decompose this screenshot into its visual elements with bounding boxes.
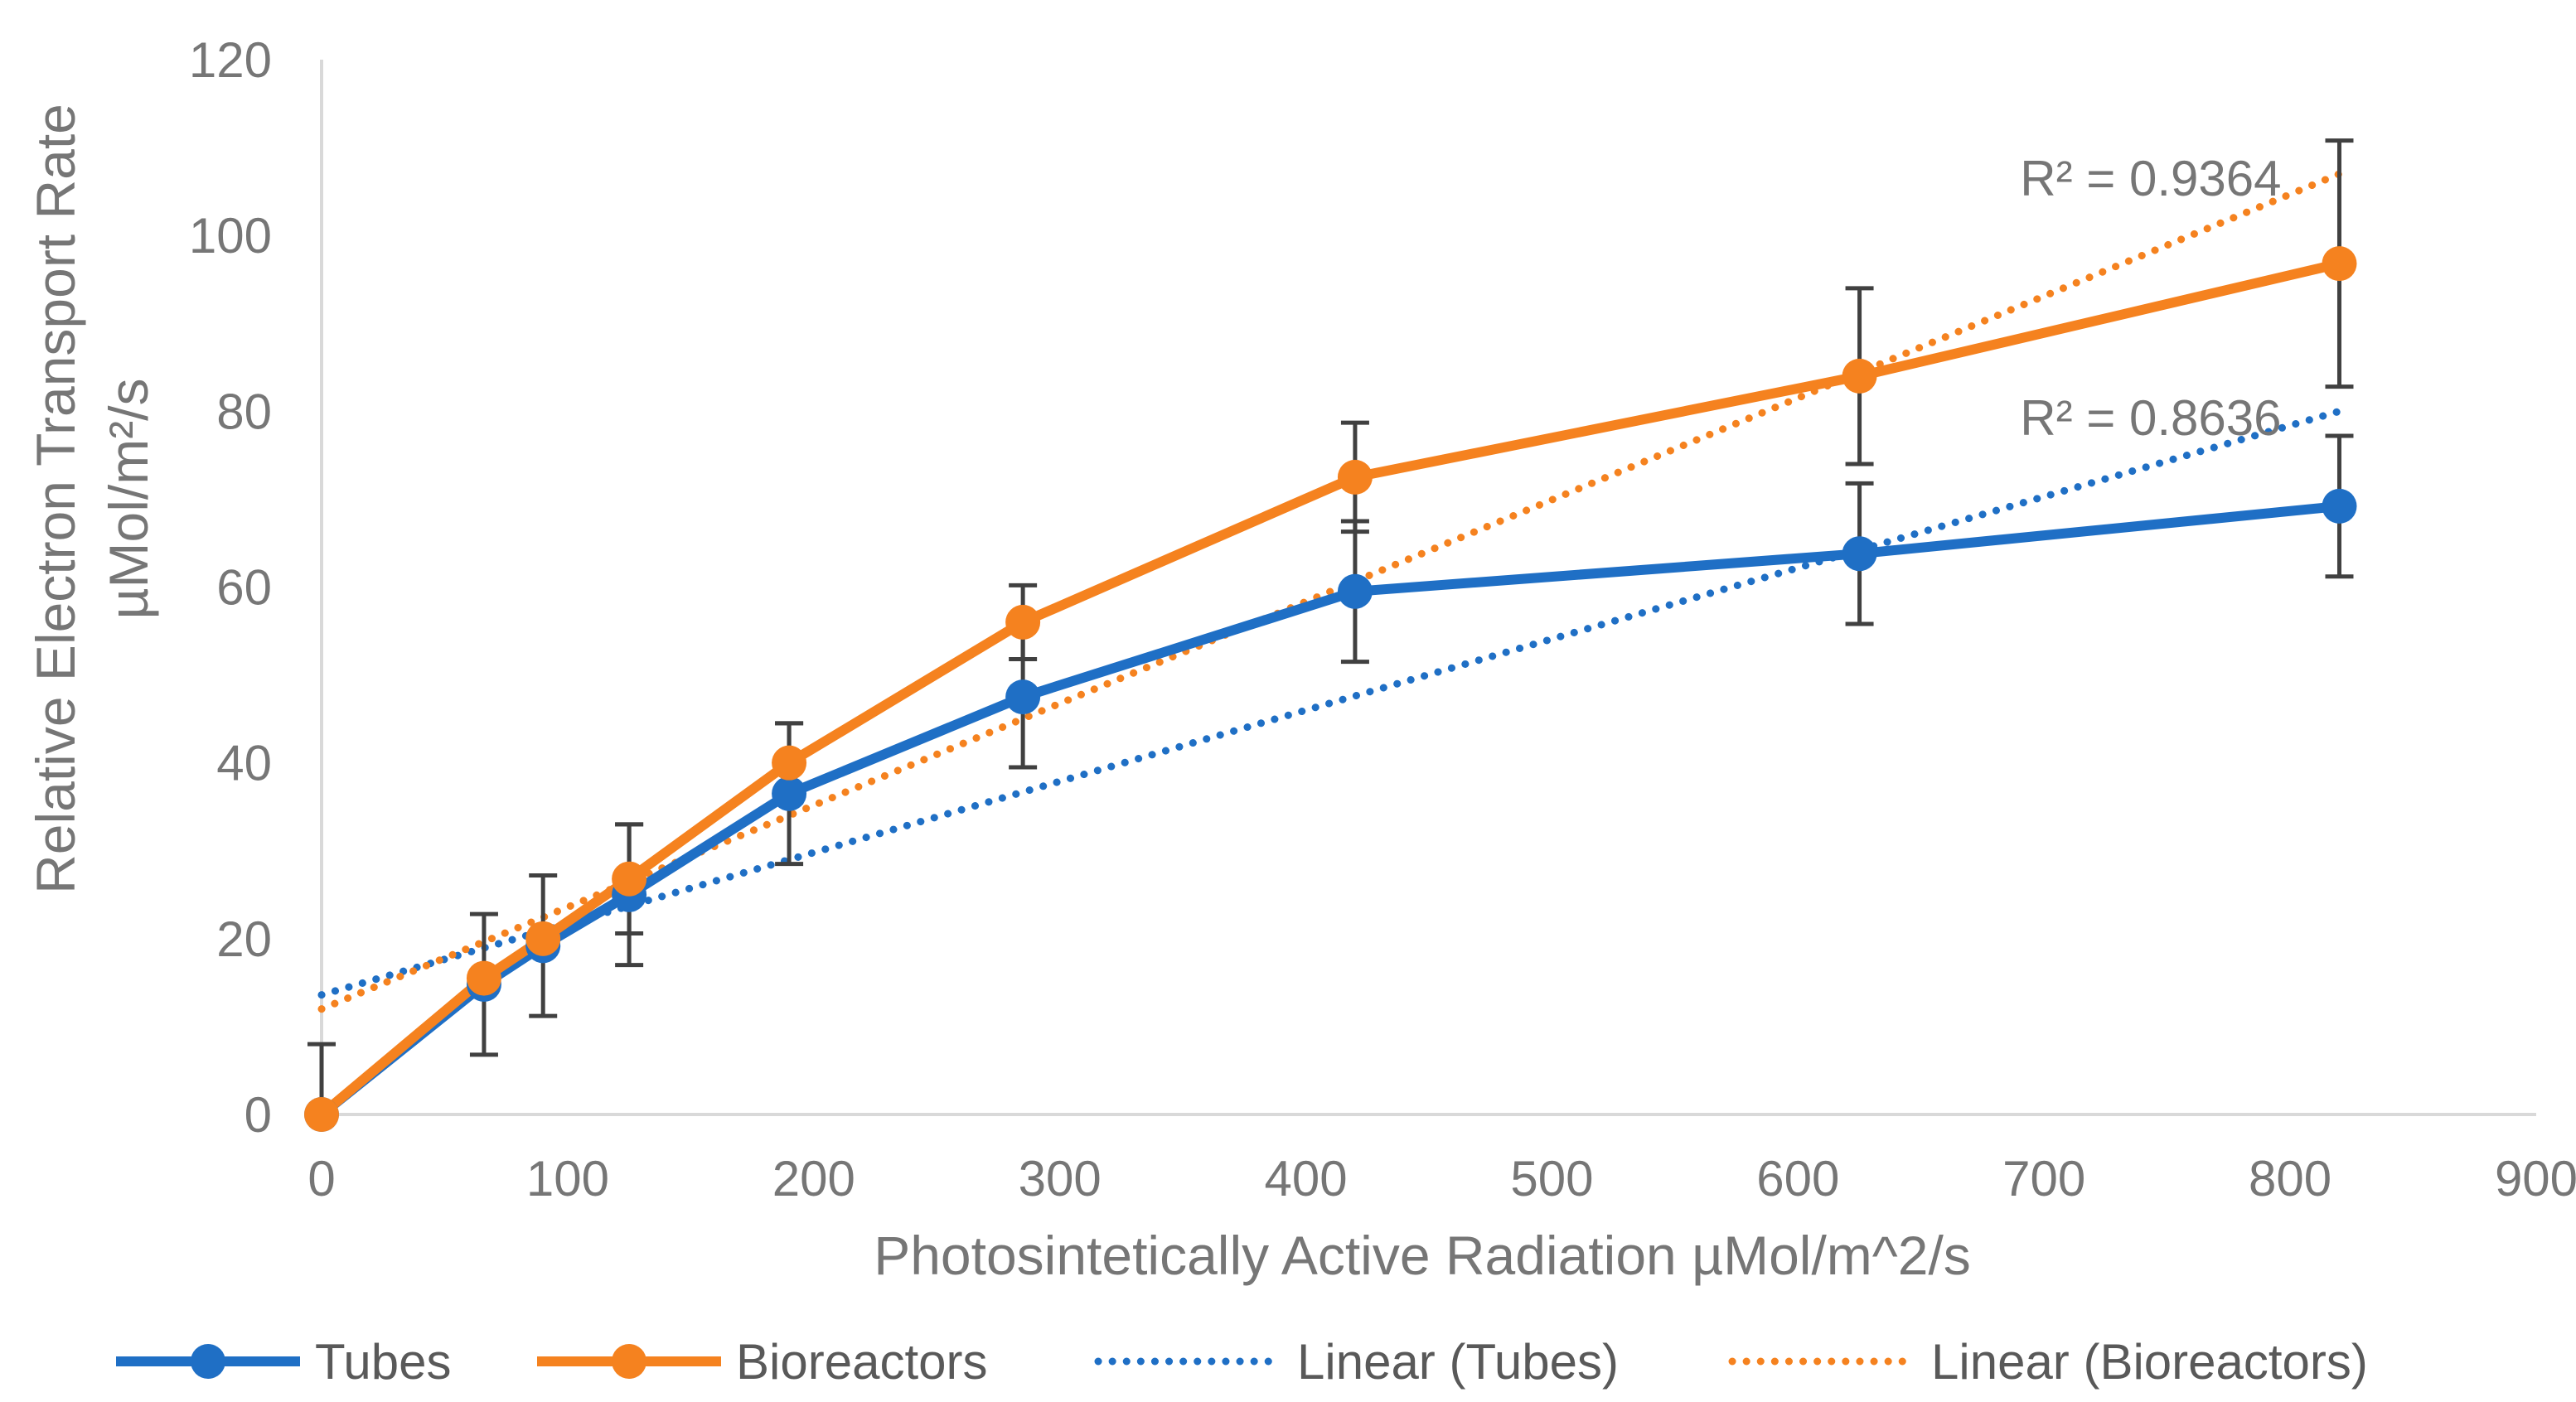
r2-label: R² = 0.8636 [2020,390,2281,446]
legend-swatch-marker [191,1344,225,1379]
x-tick-label: 900 [2495,1151,2576,1206]
legend-item: Bioreactors [537,1334,987,1390]
error-bars [307,138,2354,1114]
y-tick-label: 40 [216,736,272,791]
data-point [1842,536,1877,572]
data-point [1337,573,1373,609]
data-point [304,1097,339,1132]
x-tick-label: 100 [526,1151,609,1206]
x-tick-label: 0 [307,1151,335,1206]
y-tick-labels: 0 20 40 60 80 100 120 [189,32,272,1143]
y-axis-title-line1: Relative Electron Transport Rate [25,104,86,894]
data-point [772,776,807,811]
legend-label: Linear (Tubes) [1297,1334,1619,1390]
x-tick-label: 200 [772,1151,855,1206]
data-point [2322,246,2357,282]
x-tick-label: 400 [1265,1151,1348,1206]
y-axis-title-line2: µMol/m²/s [98,378,159,619]
legend-item: Linear (Tubes) [1094,1334,1619,1390]
y-tick-label: 100 [189,208,272,263]
legend-label: Bioreactors [736,1334,987,1390]
x-tick-label: 600 [1756,1151,1839,1206]
r2-label: R² = 0.9364 [2020,151,2281,206]
data-point [772,745,807,781]
x-tick-label: 700 [2002,1151,2085,1206]
x-tick-label: 300 [1019,1151,1102,1206]
series-line [318,500,2341,1119]
y-tick-label: 0 [245,1087,272,1143]
data-point [525,921,561,956]
x-axis-title: Photosintetically Active Radiation µMol/… [874,1225,1971,1286]
y-tick-label: 120 [189,32,272,88]
trendline [317,407,2343,999]
y-tick-label: 60 [216,560,272,616]
trendlines [317,170,2343,1013]
legend: Tubes Bioreactors Linear (Tubes) Linear (Bi… [116,1334,2368,1390]
series [304,246,2357,1132]
data-point [1005,679,1041,715]
x-tick-label: 500 [1510,1151,1593,1206]
x-tick-label: 800 [2249,1151,2331,1206]
legend-label: Tubes [315,1334,452,1390]
legend-label: Linear (Bioreactors) [1931,1334,2368,1390]
y-tick-label: 20 [216,911,272,967]
legend-item: Tubes [116,1334,452,1390]
legend-swatch-marker [612,1344,646,1379]
legend-item: Linear (Bioreactors) [1728,1334,2368,1390]
data-point [1842,358,1877,394]
axes [320,60,2536,1116]
data-point [1337,459,1373,495]
data-point [2322,488,2357,524]
data-point [612,861,647,897]
y-tick-label: 80 [216,384,272,439]
trendline [317,170,2343,1013]
x-tick-labels: 0 100 200 300 400 500 600 700 800 900 [307,1151,2576,1206]
r2-labels: R² = 0.8636 R² = 0.9364 [2020,151,2281,446]
data-point [466,960,501,996]
data-point [1005,604,1041,640]
